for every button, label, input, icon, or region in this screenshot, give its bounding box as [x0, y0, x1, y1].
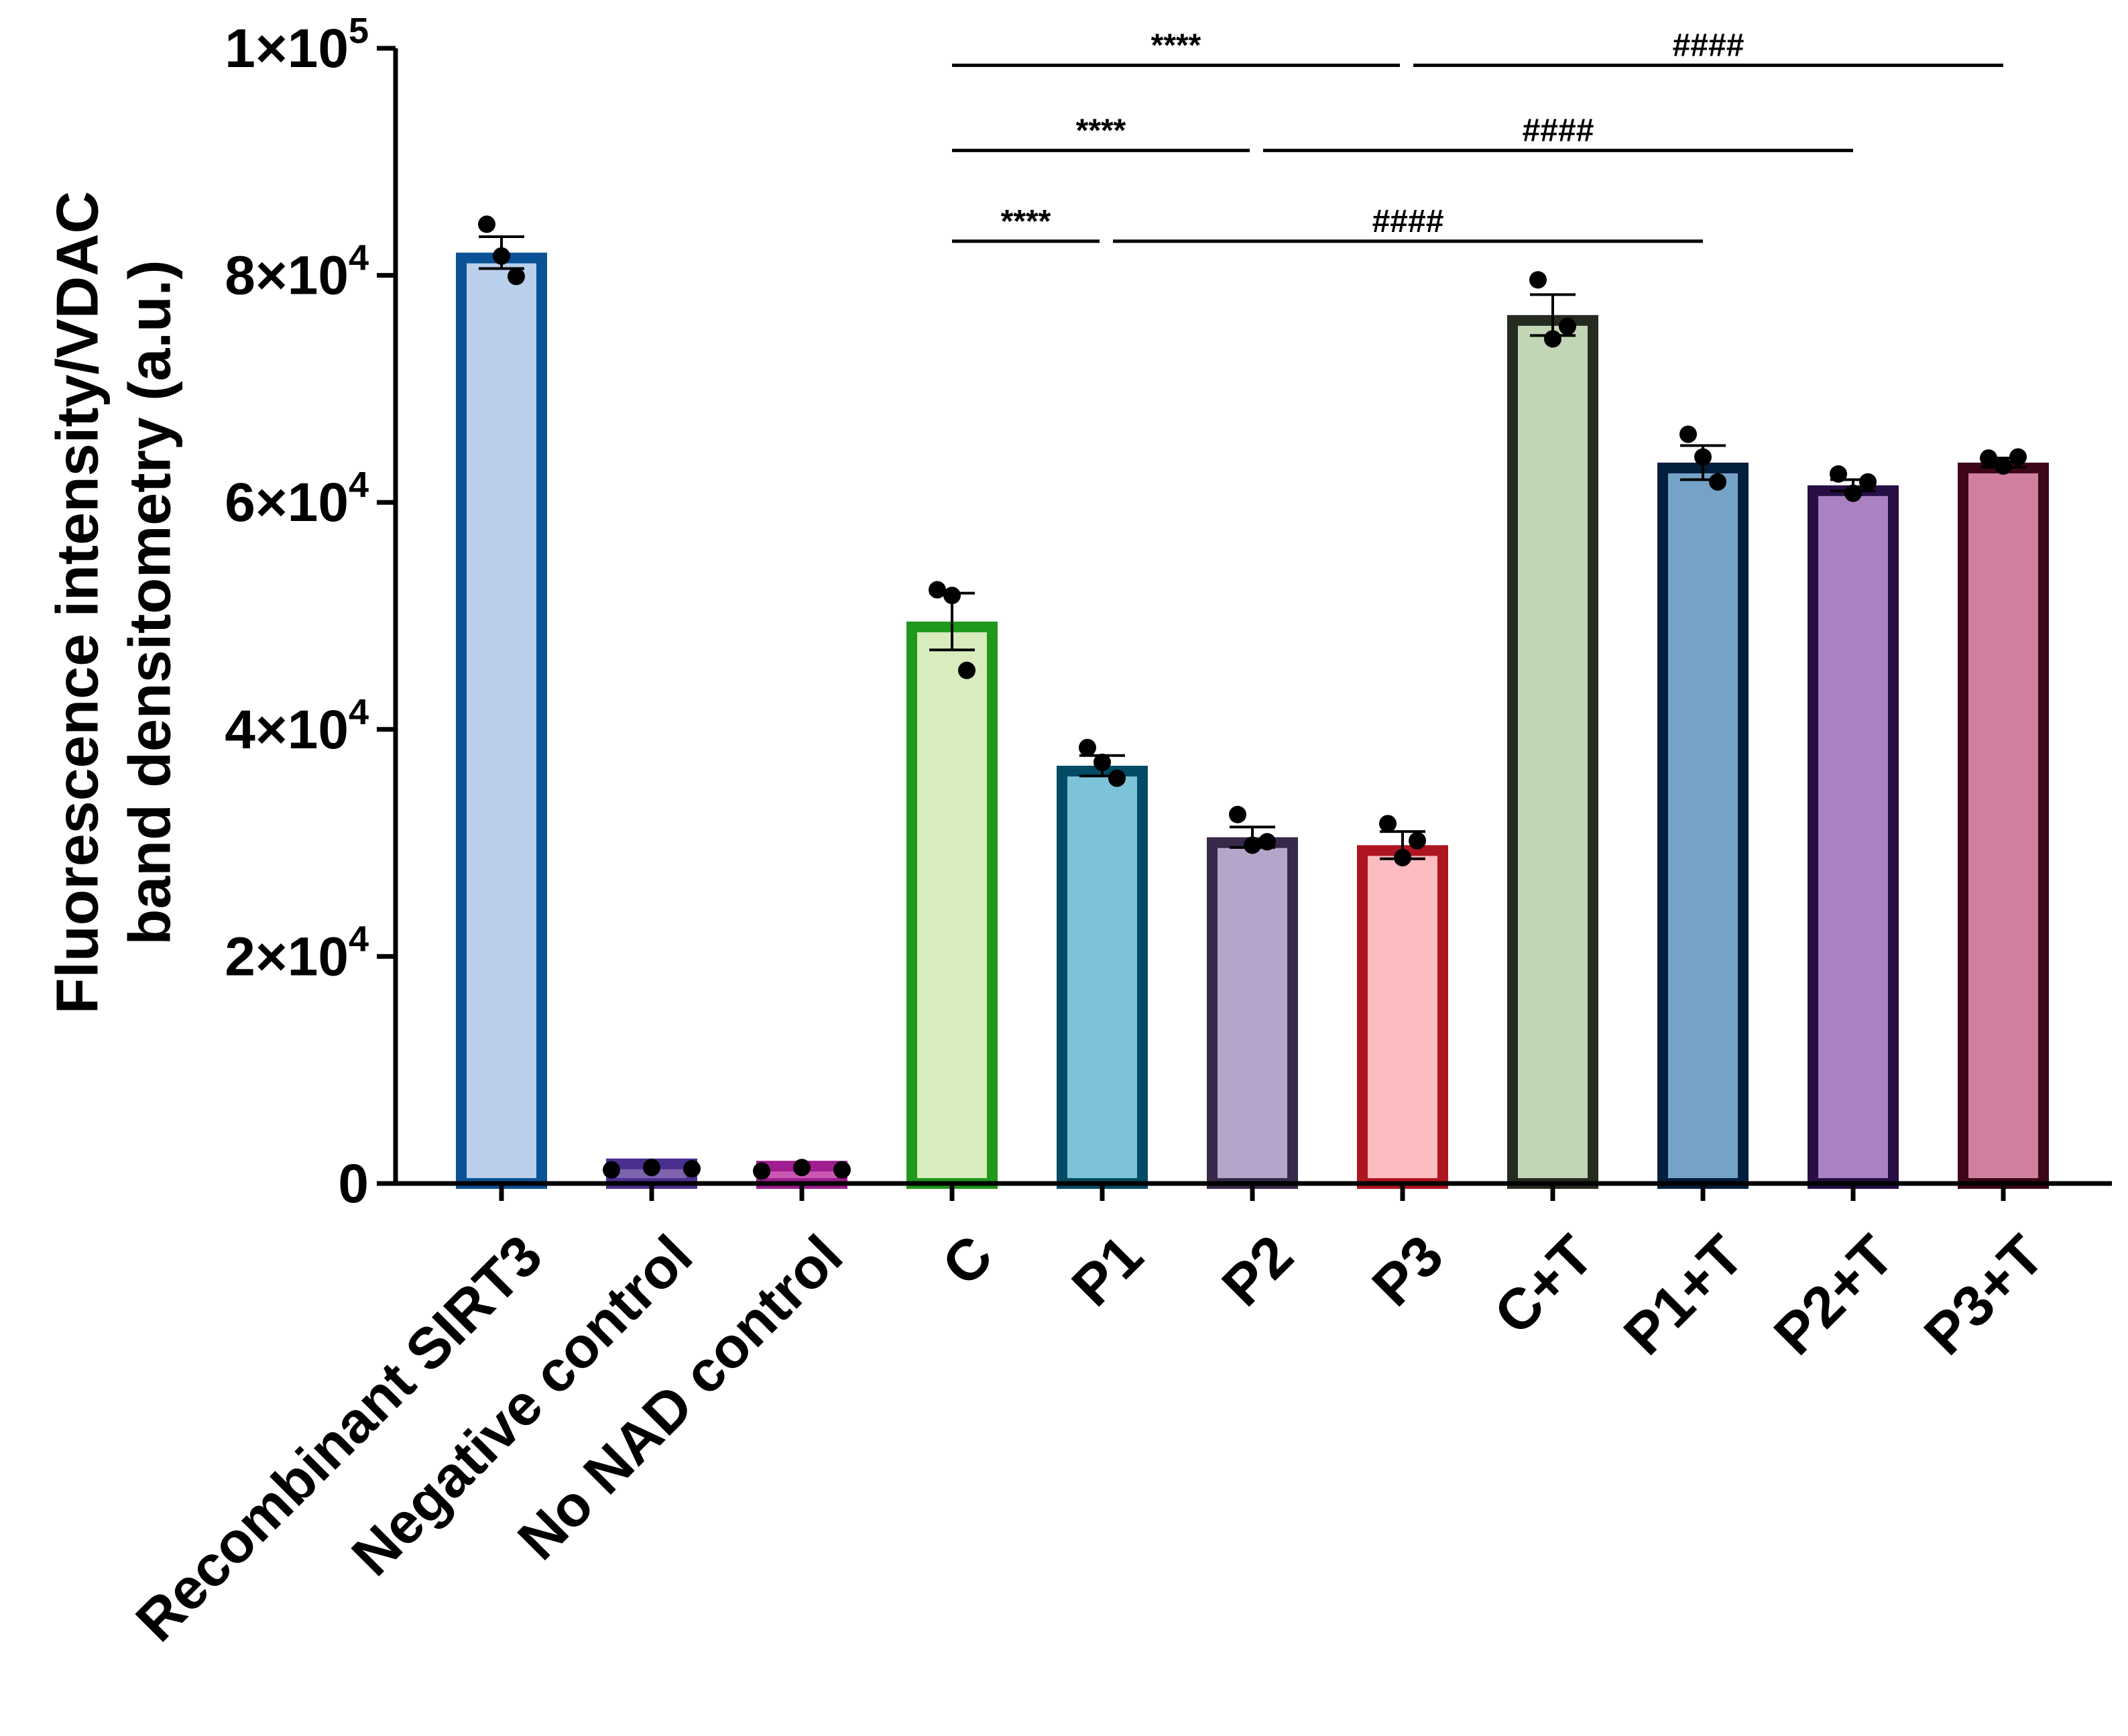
x-tick-label: P3 — [1360, 1223, 1456, 1318]
y-axis: 0 2×104 4×104 6×104 8×104 1×105 — [225, 11, 398, 1214]
y-tick-label: 6×104 — [225, 465, 369, 533]
data-point — [493, 247, 510, 265]
data-point — [683, 1159, 701, 1177]
x-tick-label: P3+T — [1912, 1223, 2056, 1367]
significance-label: **** — [1151, 27, 1201, 63]
data-point — [958, 661, 976, 679]
y-tick-label: 8×104 — [225, 238, 369, 306]
x-tick-label: P1 — [1060, 1223, 1155, 1318]
significance-label: **** — [1001, 204, 1051, 239]
data-point — [753, 1162, 770, 1180]
bar-c-t — [1507, 314, 1598, 1190]
bar-recombinant-sirt3 — [456, 252, 547, 1189]
significance-label: #### — [1372, 204, 1444, 239]
x-tick-label: P2+T — [1762, 1223, 1906, 1367]
significance-label: #### — [1523, 113, 1594, 148]
x-tick-label: C+T — [1482, 1223, 1606, 1346]
significance-label: #### — [1673, 27, 1745, 63]
data-point — [1529, 271, 1547, 289]
y-axis-label: Fluorescence intensity/VDAC band densitom… — [44, 191, 182, 1014]
data-point — [1679, 425, 1697, 443]
data-point — [1394, 849, 1411, 867]
error-bars — [479, 235, 2026, 860]
data-point — [508, 268, 525, 286]
bar-p2-t — [1808, 485, 1899, 1189]
bar-p2 — [1207, 837, 1298, 1189]
x-tick-label: C — [930, 1223, 1005, 1298]
data-point — [1830, 465, 1847, 483]
data-point — [643, 1159, 660, 1177]
data-point — [1980, 449, 1997, 467]
data-point — [1244, 836, 1261, 854]
y-axis-label-line: Fluorescence intensity/VDAC — [44, 191, 110, 1014]
data-point — [1409, 831, 1426, 850]
data-point — [1544, 330, 1561, 348]
bar-p1 — [1057, 765, 1148, 1189]
data-point — [1859, 473, 1877, 491]
data-point — [2009, 448, 2027, 466]
significance-annotations: **** **** **** #### #### #### — [952, 27, 2003, 243]
data-point — [793, 1159, 811, 1177]
bar-p1-t — [1657, 462, 1749, 1190]
data-point — [1844, 484, 1862, 502]
data-point — [603, 1161, 620, 1179]
bar-p3 — [1357, 845, 1448, 1189]
y-tick-label: 4×104 — [225, 692, 369, 760]
x-tick-label: P2 — [1210, 1223, 1305, 1318]
y-tick-label: 2×104 — [225, 919, 369, 987]
bars — [456, 252, 2049, 1190]
x-tick-label: P1+T — [1612, 1223, 1756, 1367]
data-point — [1709, 473, 1726, 491]
data-point — [1995, 457, 2012, 475]
data-point — [1079, 738, 1096, 756]
y-tick-label: 0 — [338, 1153, 369, 1214]
data-points — [478, 215, 2027, 1180]
data-point — [1379, 815, 1397, 833]
significance-label: **** — [1076, 113, 1126, 148]
data-point — [1108, 769, 1126, 787]
data-point — [929, 581, 946, 599]
data-point — [1694, 448, 1712, 466]
data-point — [1559, 317, 1576, 335]
data-point — [1093, 753, 1111, 771]
bar-p3-t — [1958, 462, 2049, 1190]
y-tick-label: 1×105 — [225, 11, 369, 79]
data-point — [943, 587, 961, 605]
y-axis-label-line: band densitometry (a.u.) — [116, 260, 182, 945]
data-point — [478, 215, 495, 233]
data-point — [1229, 805, 1246, 823]
data-point — [833, 1161, 851, 1179]
data-point — [1258, 833, 1276, 851]
bar-c — [906, 621, 998, 1189]
